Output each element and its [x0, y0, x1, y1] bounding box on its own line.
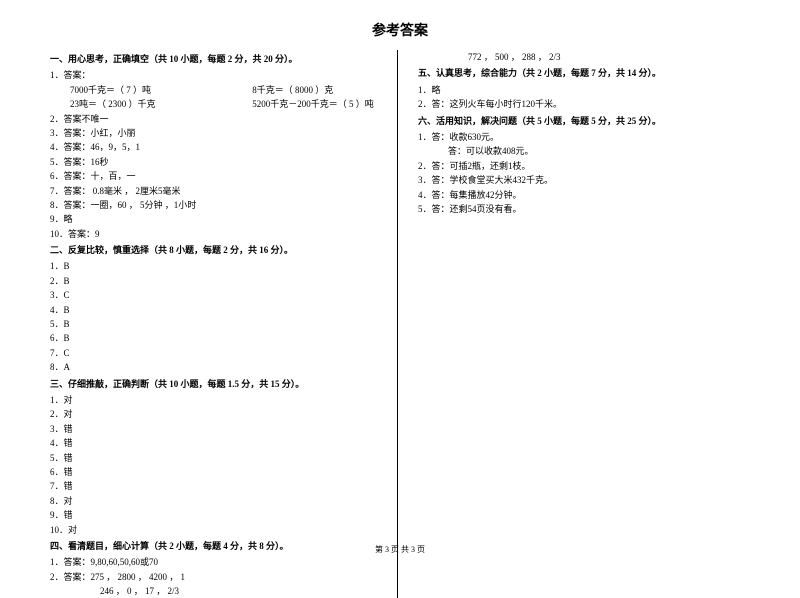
s3-a6: 6．错 — [50, 465, 382, 479]
s2-a4: 4．B — [50, 303, 382, 317]
s4-cont: 772 ， 500 ， 288 ， 2/3 — [418, 50, 750, 64]
s4-a2: 2．答案：275 ， 2800 ， 4200 ， 1 — [50, 570, 382, 584]
s2-a8: 8．A — [50, 360, 382, 374]
s3-a2: 2．对 — [50, 407, 382, 421]
s1-q3: 3．答案：小红，小丽 — [50, 126, 382, 140]
section-3-header: 三、仔细推敲，正确判断（共 10 小题，每题 1.5 分，共 15 分）。 — [50, 377, 382, 391]
section-2-header: 二、反复比较，慎重选择（共 8 小题，每题 2 分，共 16 分）。 — [50, 243, 382, 257]
s1-q10: 10．答案：9 — [50, 227, 382, 241]
s1-q2: 2．答案不唯一 — [50, 112, 382, 126]
s2-a7: 7．C — [50, 346, 382, 360]
right-column: 772 ， 500 ， 288 ， 2/3 五、认真思考，综合能力（共 2 小题… — [418, 50, 750, 598]
s3-a7: 7．错 — [50, 479, 382, 493]
s3-a1: 1．对 — [50, 393, 382, 407]
s1-q4: 4．答案：46，9，5，1 — [50, 140, 382, 154]
content-columns: 一、用心思考，正确填空（共 10 小题，每题 2 分，共 20 分）。 1．答案… — [50, 50, 750, 598]
s4-a1: 1．答案：9,80,60,50,60或70 — [50, 555, 382, 569]
s1-q9: 9．略 — [50, 212, 382, 226]
s6-a3: 3．答：学校食堂买大米432千克。 — [418, 173, 750, 187]
s5-a1: 1．略 — [418, 83, 750, 97]
section-6-header: 六、活用知识，解决问题（共 5 小题，每题 5 分，共 25 分）。 — [418, 114, 750, 128]
s6-a5: 5．答：还剩54页没有看。 — [418, 202, 750, 216]
s4-a2-cont: 246 ， 0 ， 17 ， 2/3 — [50, 584, 382, 598]
q1-row1-a: 7000千克＝（ 7 ）吨 — [70, 83, 250, 97]
s2-a5: 5．B — [50, 317, 382, 331]
s6-a2: 2．答：可插2瓶，还剩1枝。 — [418, 159, 750, 173]
s3-a10: 10．对 — [50, 523, 382, 537]
s1-q6: 6．答案：十，百，一 — [50, 169, 382, 183]
s3-a3: 3．错 — [50, 422, 382, 436]
s1-q5: 5．答案：16秒 — [50, 155, 382, 169]
left-column: 一、用心思考，正确填空（共 10 小题，每题 2 分，共 20 分）。 1．答案… — [50, 50, 398, 598]
s6-a1: 1．答：收款630元。 — [418, 130, 750, 144]
s3-a4: 4．错 — [50, 436, 382, 450]
s1-q7: 7．答案： 0.8毫米 ， 2厘米5毫米 — [50, 184, 382, 198]
s6-a4: 4．答：每集播放42分钟。 — [418, 188, 750, 202]
q1-row2-a: 23吨＝（ 2300 ）千克 — [70, 97, 250, 111]
s3-a5: 5．错 — [50, 451, 382, 465]
q1-row1-b: 8千克＝（ 8000 ）克 — [252, 85, 333, 95]
s5-a2: 2．答：这列火车每小时行120千米。 — [418, 97, 750, 111]
q1-row1: 7000千克＝（ 7 ）吨 8千克＝（ 8000 ）克 — [50, 83, 382, 97]
q1-row2: 23吨＝（ 2300 ）千克 5200千克－200千克＝（ 5 ）吨 — [50, 97, 382, 111]
s2-a2: 2．B — [50, 274, 382, 288]
s3-a9: 9．错 — [50, 508, 382, 522]
page-title: 参考答案 — [50, 20, 750, 40]
s2-a3: 3．C — [50, 288, 382, 302]
page-footer: 第 3 页 共 3 页 — [0, 544, 800, 555]
s1-q8: 8．答案：一圈，60 ， 5分钟 ，1小时 — [50, 198, 382, 212]
q1-label: 1．答案： — [50, 68, 382, 82]
s2-a1: 1．B — [50, 259, 382, 273]
q1-row2-b: 5200千克－200千克＝（ 5 ）吨 — [252, 99, 374, 109]
s3-a8: 8．对 — [50, 494, 382, 508]
section-5-header: 五、认真思考，综合能力（共 2 小题，每题 7 分，共 14 分）。 — [418, 66, 750, 80]
s6-a1-cont: 答：可以收款408元。 — [418, 144, 750, 158]
section-1-header: 一、用心思考，正确填空（共 10 小题，每题 2 分，共 20 分）。 — [50, 52, 382, 66]
s2-a6: 6．B — [50, 331, 382, 345]
